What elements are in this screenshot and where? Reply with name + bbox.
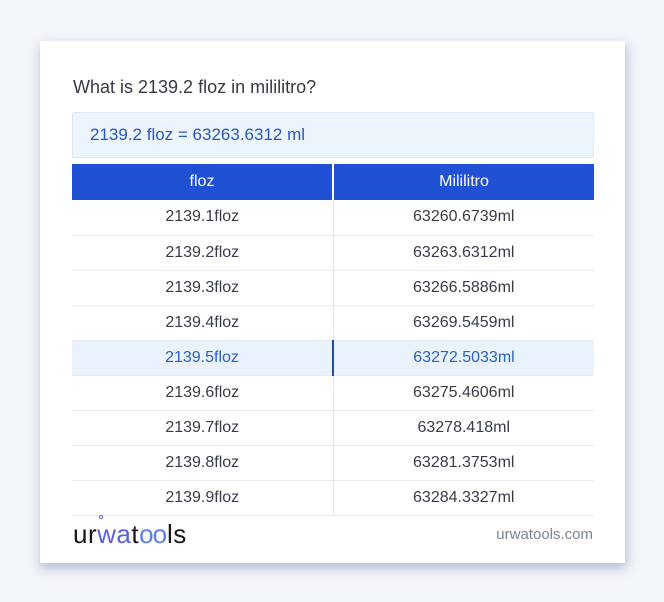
ml-cell: 63263.6312ml [333, 235, 594, 271]
table-row[interactable]: 2139.8floz 63281.3753ml [72, 445, 594, 481]
ml-cell: 63278.418ml [333, 410, 594, 446]
ml-cell: 63272.5033ml [333, 340, 594, 376]
floz-cell: 2139.3floz [72, 270, 334, 306]
conversion-result-text: 2139.2 floz = 63263.6312 ml [90, 125, 306, 144]
ml-cell: 63266.5886ml [333, 270, 594, 306]
floz-cell: 2139.7floz [72, 410, 334, 446]
floz-cell: 2139.6floz [72, 375, 334, 411]
table-row[interactable]: 2139.9floz 63284.3327ml [72, 480, 594, 516]
site-domain: urwatools.com [496, 525, 593, 543]
floz-cell: 2139.5floz [72, 340, 334, 376]
converter-card: What is 2139.2 floz in mililitro? 2139.2… [40, 41, 625, 563]
logo-text-wa: wa [97, 515, 131, 549]
table-header-row: floz Mililitro [72, 164, 594, 200]
page-title: What is 2139.2 floz in mililitro? [73, 77, 317, 97]
urwatools-logo[interactable]: ur watools [73, 515, 187, 549]
conversion-table: floz Mililitro 2139.1floz 63260.6739ml 2… [72, 164, 594, 516]
logo-text-ls: ls [167, 519, 187, 549]
ml-cell: 63269.5459ml [333, 305, 594, 341]
table-row[interactable]: 2139.3floz 63266.5886ml [72, 270, 594, 306]
column-header-floz: floz [72, 164, 334, 200]
table-row[interactable]: 2139.7floz 63278.418ml [72, 410, 594, 446]
floz-cell: 2139.1floz [72, 200, 334, 236]
table-row[interactable]: 2139.6floz 63275.4606ml [72, 375, 594, 411]
table-row[interactable]: 2139.1floz 63260.6739ml [72, 200, 594, 236]
ml-cell: 63284.3327ml [333, 480, 594, 516]
floz-cell: 2139.8floz [72, 445, 334, 481]
table-row[interactable]: 2139.2floz 63263.6312ml [72, 235, 594, 271]
logo-text-oo: oo [139, 519, 167, 549]
conversion-result-box: 2139.2 floz = 63263.6312 ml [72, 112, 594, 158]
logo-text-t: t [131, 519, 140, 549]
table-row[interactable]: 2139.5floz 63272.5033ml [72, 340, 594, 376]
floz-cell: 2139.4floz [72, 305, 334, 341]
floz-cell: 2139.2floz [72, 235, 334, 271]
ml-cell: 63260.6739ml [333, 200, 594, 236]
card-footer: ur watools urwatools.com [72, 515, 594, 555]
ml-cell: 63275.4606ml [333, 375, 594, 411]
conversion-table-body: 2139.1floz 63260.6739ml 2139.2floz 63263… [72, 200, 594, 516]
logo-ring-icon [99, 515, 104, 519]
floz-cell: 2139.9floz [72, 480, 334, 516]
table-row[interactable]: 2139.4floz 63269.5459ml [72, 305, 594, 341]
logo-text-ur: ur [73, 519, 98, 549]
column-header-mililitro: Mililitro [333, 164, 594, 200]
ml-cell: 63281.3753ml [333, 445, 594, 481]
